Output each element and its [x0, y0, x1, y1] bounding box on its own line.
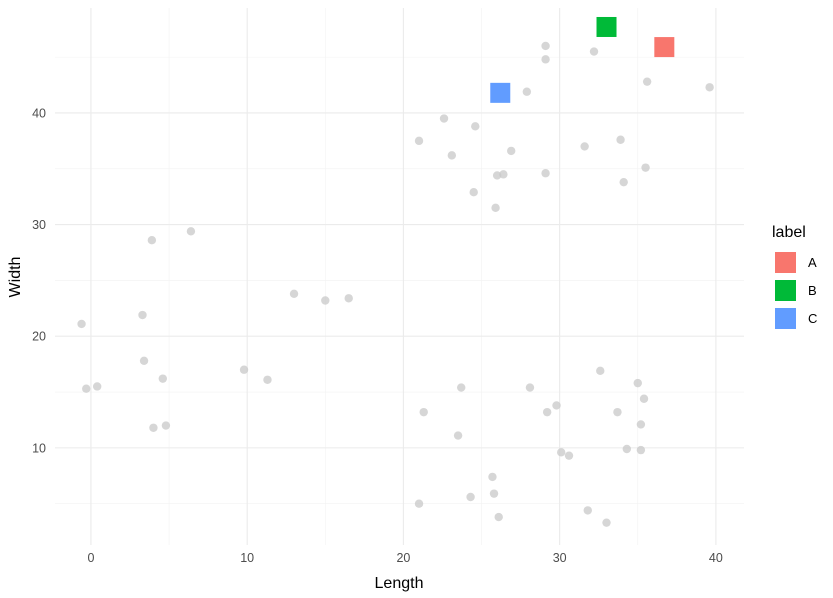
background-point: [466, 492, 475, 502]
legend-key-b: [775, 280, 796, 301]
background-point: [541, 55, 550, 64]
background-point: [161, 421, 171, 430]
point-c: [490, 82, 511, 103]
background-point: [616, 135, 625, 144]
legend-title: label: [772, 224, 806, 241]
background-point: [705, 83, 714, 92]
background-point: [289, 289, 299, 299]
background-point: [147, 236, 157, 245]
background-points: [77, 41, 714, 527]
background-point: [613, 407, 622, 417]
background-point: [596, 366, 605, 376]
background-point: [636, 420, 646, 429]
background-point: [564, 451, 574, 460]
y-tick-label: 10: [32, 441, 46, 455]
point-a: [654, 37, 675, 58]
background-point: [92, 382, 102, 391]
background-point: [453, 431, 463, 440]
background-point: [639, 394, 649, 403]
background-point: [77, 319, 86, 329]
major-gridlines: [55, 8, 744, 545]
background-point: [414, 136, 424, 146]
background-point: [344, 294, 353, 303]
background-point: [619, 177, 628, 187]
y-tick-label: 40: [32, 106, 46, 120]
x-axis-title: Length: [375, 575, 424, 592]
background-point: [602, 518, 611, 527]
y-tick-label: 30: [32, 218, 46, 232]
background-point: [139, 356, 149, 365]
background-point: [439, 114, 449, 123]
background-point: [447, 151, 457, 160]
background-point: [522, 87, 532, 96]
legend-label-b: B: [808, 283, 817, 298]
minor-gridlines: [55, 8, 744, 545]
x-tick-label: 10: [240, 551, 254, 565]
x-tick-label: 0: [87, 551, 94, 565]
background-point: [589, 47, 599, 56]
legend-entries: ABC: [775, 252, 817, 329]
legend-label-a: A: [808, 255, 817, 270]
x-tick-label: 30: [553, 551, 567, 565]
background-point: [541, 41, 550, 51]
background-point: [471, 122, 480, 131]
x-tick-label: 40: [709, 551, 723, 565]
point-b: [596, 16, 617, 37]
background-point: [622, 444, 632, 454]
background-point: [489, 489, 499, 498]
background-point: [239, 365, 249, 374]
background-point: [499, 170, 508, 179]
background-point: [457, 383, 466, 392]
background-point: [414, 499, 424, 508]
background-point: [641, 163, 650, 172]
background-point: [494, 512, 503, 522]
background-point: [525, 383, 535, 392]
legend: label ABC: [772, 224, 817, 329]
background-point: [82, 384, 91, 393]
background-point: [158, 374, 168, 383]
background-point: [186, 227, 196, 236]
background-point: [580, 142, 589, 151]
background-point: [469, 188, 478, 197]
legend-label-c: C: [808, 311, 817, 326]
legend-key-a: [775, 252, 796, 273]
legend-key-c: [775, 308, 796, 329]
labeled-points: [490, 16, 675, 103]
background-point: [552, 401, 561, 410]
x-axis-tick-labels: 0 10 20 30 40: [87, 551, 722, 565]
background-point: [149, 423, 158, 432]
background-point: [583, 506, 592, 515]
background-point: [263, 375, 272, 384]
background-point: [557, 448, 566, 457]
background-point: [633, 378, 642, 388]
background-point: [138, 310, 147, 320]
background-point: [507, 146, 516, 156]
background-point: [541, 169, 550, 178]
background-point: [542, 407, 552, 417]
background-point: [491, 203, 500, 213]
background-point: [492, 171, 502, 180]
background-point: [419, 407, 428, 417]
y-axis-title: Width: [7, 257, 24, 298]
background-point: [642, 77, 652, 86]
x-tick-label: 20: [396, 551, 410, 565]
background-point: [321, 296, 330, 305]
background-point: [488, 472, 497, 482]
background-point: [636, 445, 646, 455]
y-tick-label: 20: [32, 330, 46, 344]
y-axis-tick-labels: 10 20 30 40: [32, 106, 46, 455]
